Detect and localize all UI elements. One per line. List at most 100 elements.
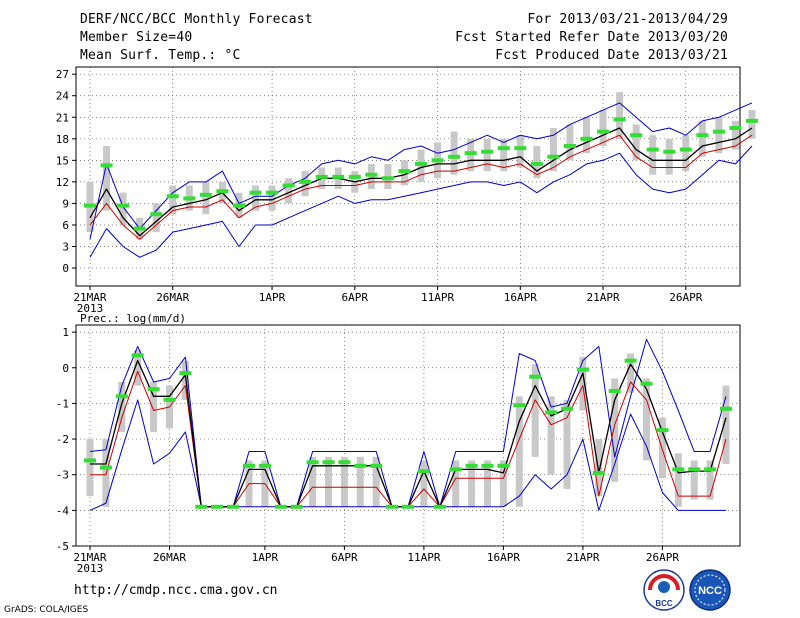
prec-marker — [465, 463, 478, 468]
prec-marker — [386, 504, 399, 509]
prec-marker — [338, 460, 351, 465]
prec-spread-box — [499, 460, 507, 507]
prec-marker — [592, 470, 605, 475]
prec-marker — [99, 465, 112, 470]
prec-ytick-label: -4 — [56, 504, 70, 517]
prec-spread-box — [325, 456, 332, 507]
prec-min-line — [89, 399, 726, 511]
temp-xtick-label: 11APR — [421, 291, 454, 304]
grads-credit: GrADS: COLA/IGES — [4, 605, 89, 615]
temp-ytick-label: 15 — [56, 154, 69, 167]
prec-xtick-label: 1APR — [252, 551, 279, 564]
temp-marker — [117, 203, 130, 208]
temp-spread-box — [715, 117, 723, 154]
prec-spread-box — [658, 417, 666, 479]
temp-marker — [431, 158, 444, 163]
temp-marker — [729, 126, 742, 131]
prec-spread-box — [150, 382, 158, 432]
temp-marker — [630, 133, 643, 138]
prec-marker — [274, 504, 287, 509]
prec-frame — [75, 324, 741, 547]
prec-marker — [704, 467, 717, 472]
temp-marker — [150, 212, 163, 217]
prec-marker — [147, 387, 160, 392]
temp-marker — [547, 154, 560, 159]
temp-marker — [282, 183, 295, 188]
prec-marker — [513, 403, 526, 408]
prec-marker — [688, 467, 701, 472]
temp-spread-box — [665, 138, 673, 175]
prec-ytick-label: -2 — [56, 433, 69, 446]
prec-spread-box — [531, 364, 539, 457]
prec-marker — [449, 467, 462, 472]
temp-marker — [84, 203, 96, 208]
temp-ytick-label: 18 — [56, 133, 69, 146]
prec-marker — [227, 504, 240, 509]
temp-marker — [133, 226, 146, 231]
prec-spread-box — [468, 460, 476, 507]
temp-xtick-label: 6APR — [342, 291, 369, 304]
prec-spread-box — [340, 456, 348, 507]
temp-min-line — [89, 145, 753, 258]
prec-spread-box — [706, 460, 714, 500]
temp-xtick-label: 1APR — [259, 291, 286, 304]
temp-marker — [199, 192, 212, 197]
temp-spread-box — [599, 110, 607, 146]
temp-marker — [497, 146, 510, 151]
temp-marker — [100, 163, 113, 168]
temp-spread-box — [566, 124, 574, 161]
ncc-logo-text: NCC — [698, 585, 722, 597]
prec-marker — [243, 463, 255, 468]
prec-spread-box — [420, 460, 428, 507]
temp-marker — [580, 136, 593, 141]
prec-xtick-label: 21APR — [566, 551, 599, 564]
prec-marker — [624, 358, 637, 363]
prec-marker — [258, 463, 271, 468]
prec-spread-box — [643, 378, 650, 461]
temp-marker — [415, 161, 427, 166]
forecast-period: For 2013/03/21-2013/04/29 — [527, 12, 728, 27]
temp-marker — [348, 174, 361, 179]
temp-spread-box — [748, 110, 756, 139]
prec-xtick-label: 26MAR — [153, 551, 186, 564]
temp-marker — [514, 146, 527, 151]
prec-ytick-label: -3 — [56, 469, 69, 482]
temp-spread-box — [632, 124, 640, 161]
temp-control-line — [89, 134, 753, 240]
temp-spread-box — [450, 131, 458, 175]
source-url[interactable]: http://cmdp.ncc.cma.gov.cn — [74, 583, 278, 598]
temp-spread-box — [285, 178, 293, 204]
prec-spread-box — [722, 385, 730, 465]
prec-xtick-label: 21MAR — [73, 551, 106, 564]
temp-spread-box — [483, 138, 491, 172]
prec-ytick-label: -5 — [56, 540, 69, 553]
prec-marker — [481, 463, 494, 468]
prec-spread-box — [134, 349, 142, 386]
prec-ytick-label: 1 — [62, 326, 69, 339]
temp-ytick-label: 6 — [62, 219, 69, 232]
prec-spread-box — [674, 453, 682, 507]
temp-marker — [712, 129, 725, 134]
temp-ytick-label: 0 — [62, 262, 69, 275]
prec-marker — [720, 406, 732, 411]
temp-marker — [398, 169, 411, 174]
temp-marker — [530, 161, 543, 166]
temp-spread-box — [252, 185, 259, 211]
temp-ytick-label: 9 — [62, 197, 69, 210]
prec-spread-box — [595, 439, 603, 497]
prec-marker — [195, 504, 208, 509]
temp-marker — [597, 129, 610, 134]
prec-marker — [402, 504, 414, 509]
prec-spread-box — [86, 439, 94, 497]
temp-spread-box — [549, 128, 557, 172]
temp-spread-box — [268, 185, 276, 211]
temp-marker — [249, 190, 262, 195]
temp-mean-line — [89, 127, 753, 237]
temp-spread-box — [119, 192, 127, 225]
temp-xtick-label: 26APR — [669, 291, 702, 304]
prec-marker — [322, 460, 335, 465]
temp-spread-box — [516, 135, 524, 168]
prec-spread-box — [611, 378, 619, 482]
prec-ytick-label: -1 — [56, 397, 69, 410]
temp-spread-box — [202, 181, 210, 215]
